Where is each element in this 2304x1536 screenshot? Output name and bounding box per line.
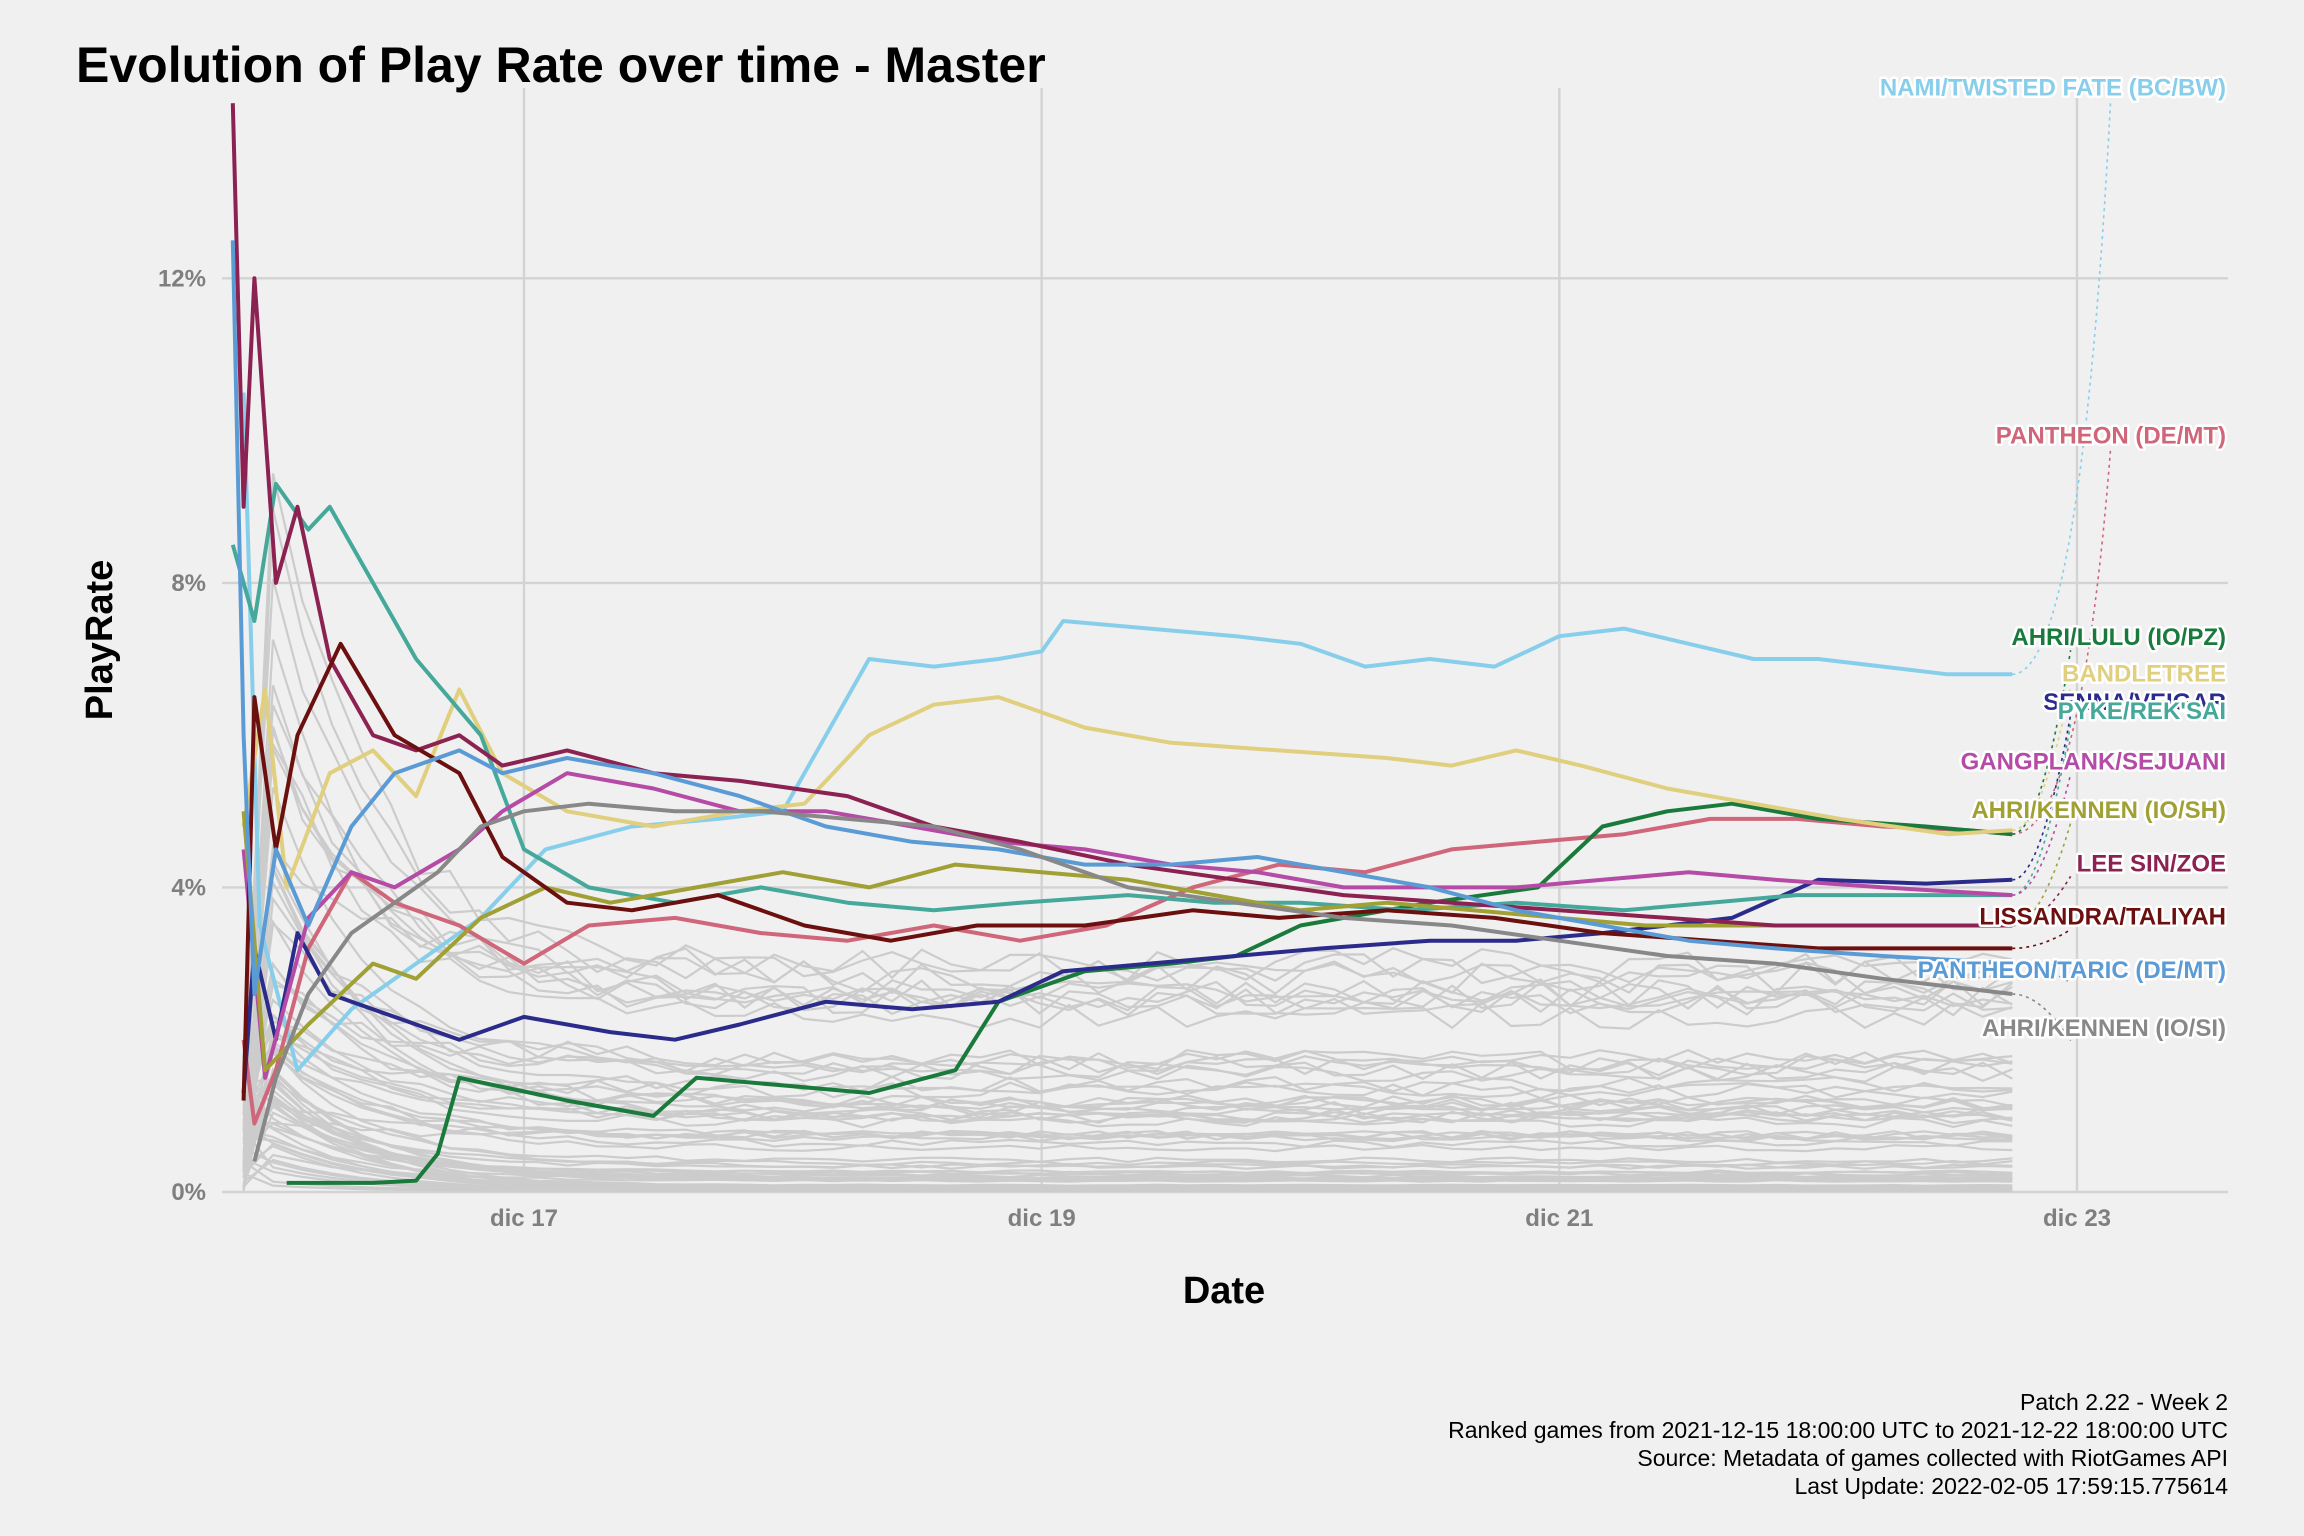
- x-tick-label: dic 17: [490, 1205, 558, 1232]
- x-tick-label: dic 19: [1008, 1205, 1076, 1232]
- highlighted-series: [230, 103, 2013, 1185]
- background-series-line: [243, 1077, 2013, 1164]
- chart-title: Evolution of Play Rate over time - Maste…: [76, 37, 1046, 93]
- background-series-line: [242, 863, 2013, 1158]
- background-series-line: [242, 1042, 2013, 1191]
- caption-line-3: Source: Metadata of games collected with…: [1637, 1445, 2228, 1471]
- label-connector: [2012, 686, 2072, 832]
- background-series-line: [242, 684, 2013, 1133]
- background-series-line: [242, 895, 2013, 1188]
- background-series-line: [242, 1035, 2013, 1163]
- y-tick-label: 12%: [158, 265, 206, 292]
- series-line: [241, 816, 2013, 1126]
- series-label: LISSANDRA/TALIYAH: [1979, 904, 2226, 931]
- background-series-line: [242, 1067, 2013, 1189]
- caption-line-1: Patch 2.22 - Week 2: [2020, 1389, 2228, 1415]
- series-labels: NAMI/TWISTED FATE (BC/BW) PANTHEON (DE/MT…: [1877, 72, 2228, 1044]
- background-series-line: [242, 1014, 2013, 1129]
- series-line: [230, 240, 2013, 996]
- series-line: [241, 811, 2013, 1073]
- background-series-line: [242, 1020, 2013, 1123]
- background-series-line: [243, 1128, 2013, 1188]
- label-connector: [2012, 714, 2072, 881]
- series-label: GANGPLANK/SEJUANI: [1961, 748, 2226, 775]
- background-series-line: [242, 509, 2013, 1164]
- series-label: AHRI/KENNEN (IO/SH): [1971, 797, 2226, 824]
- y-axis-title: PlayRate: [79, 560, 121, 721]
- series-line: [230, 103, 2013, 928]
- background-series-line: [243, 1172, 2013, 1192]
- y-tick-label: 0%: [171, 1179, 206, 1206]
- background-series-line: [242, 1040, 2013, 1124]
- series-label: LEE SIN/ZOE: [2077, 850, 2226, 877]
- label-connector: [2012, 100, 2112, 676]
- label-connector: [2012, 650, 2072, 835]
- series-label: SENNA/VEIGAR: [2043, 689, 2226, 716]
- label-connector: [2012, 962, 2072, 984]
- series-label: AHRI/KENNEN (IO/SI): [1982, 1015, 2226, 1042]
- label-connector: [2012, 448, 2112, 835]
- background-series-line: [243, 1115, 2013, 1175]
- background-series-line: [242, 578, 2013, 1080]
- series-line: [230, 481, 2013, 913]
- series-label: BANDLETREE: [2062, 661, 2226, 688]
- background-series-line: [242, 726, 2013, 1169]
- series-line: [252, 801, 2013, 1162]
- label-connectors: [2012, 100, 2112, 1042]
- background-series-line: [242, 865, 2013, 1191]
- background-series: [242, 473, 2013, 1192]
- background-series-line: [242, 473, 2013, 1116]
- x-tick-label: dic 23: [2043, 1205, 2111, 1232]
- label-connector: [2012, 822, 2072, 927]
- background-series-line: [242, 704, 2013, 1108]
- background-series-line: [242, 983, 2013, 1141]
- background-series-line: [242, 998, 2013, 1119]
- background-series-line: [242, 740, 2013, 1172]
- background-series-line: [242, 787, 2013, 1142]
- caption-line-4: Last Update: 2022-02-05 17:59:15.775614: [1794, 1473, 2228, 1499]
- x-axis-title: Date: [1183, 1270, 1265, 1312]
- grid-lines: [222, 88, 2228, 1194]
- label-connector: [2012, 774, 2072, 896]
- background-series-line: [243, 1091, 2013, 1167]
- label-connector: [2012, 928, 2072, 950]
- background-series-line: [242, 1080, 2013, 1141]
- series-label: AHRI/LULU (IO/PZ): [2011, 624, 2226, 651]
- y-tick-label: 4%: [171, 874, 206, 901]
- label-connector: [2012, 723, 2072, 896]
- background-series-line: [242, 918, 2013, 1116]
- x-tick-label: dic 21: [1525, 1205, 1593, 1232]
- y-tick-label: 8%: [171, 570, 206, 597]
- series-label: PYKE/REK'SAI: [2058, 698, 2226, 725]
- series-line: [241, 687, 2013, 890]
- axis-ticks: 0% 4% 8% 12% dic 17 dic 19 dic 21 dic 23: [158, 265, 2111, 1232]
- series-line: [286, 801, 2013, 1185]
- background-series-line: [242, 1050, 2013, 1178]
- background-series-line: [242, 843, 2013, 1123]
- series-label: PANTHEON (DE/MT): [1996, 422, 2226, 449]
- caption-line-2: Ranked games from 2021-12-15 18:00:00 UT…: [1448, 1417, 2228, 1443]
- series-label: PANTHEON/TARIC (DE/MT): [1918, 957, 2226, 984]
- series-label: NAMI/TWISTED FATE (BC/BW): [1880, 74, 2226, 101]
- series-line: [241, 641, 2013, 1101]
